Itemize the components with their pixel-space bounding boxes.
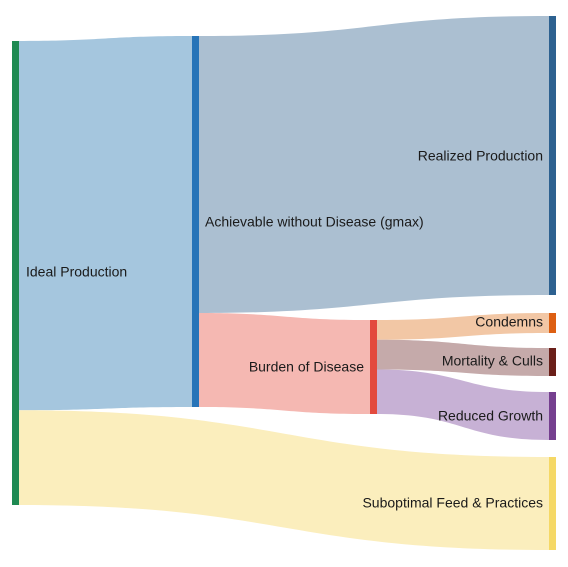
node-label-realized: Realized Production (418, 148, 543, 164)
node-condemns (549, 313, 556, 333)
node-label-reduced: Reduced Growth (438, 408, 543, 424)
node-achievable (192, 36, 199, 407)
node-label-ideal: Ideal Production (26, 264, 127, 280)
node-label-achievable: Achievable without Disease (gmax) (205, 214, 424, 230)
node-ideal (12, 41, 19, 505)
node-label-suboptimal: Suboptimal Feed & Practices (362, 495, 543, 511)
node-burden (370, 320, 377, 414)
node-suboptimal (549, 457, 556, 550)
link-achievable-to-realized (199, 16, 549, 313)
node-label-condemns: Condemns (475, 314, 543, 330)
link-ideal-to-achievable (19, 36, 192, 410)
node-label-burden: Burden of Disease (249, 359, 364, 375)
link-ideal-to-suboptimal (19, 410, 549, 550)
link-burden-to-reduced (377, 369, 549, 440)
node-reduced (549, 392, 556, 440)
node-label-mortality: Mortality & Culls (442, 353, 543, 369)
sankey-links (19, 16, 549, 550)
node-realized (549, 16, 556, 295)
node-mortality (549, 348, 556, 376)
